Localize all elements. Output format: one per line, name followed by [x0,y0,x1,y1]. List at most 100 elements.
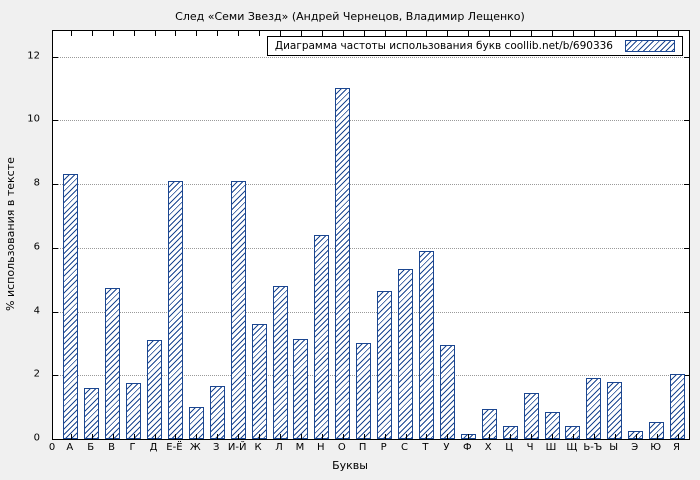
x-tick-mark [217,434,219,439]
x-tick-mark [468,434,470,439]
bar [293,338,309,439]
bar [565,426,581,439]
x-tick-label: Б [87,442,95,453]
x-tick-label: У [443,442,450,453]
x-tick-label: Я [673,442,680,453]
x-tick-label: С [401,442,408,453]
bar [481,408,497,439]
bar [649,421,665,439]
bar [544,411,560,439]
x-tick-mark [154,434,156,439]
x-tick-label: Ю [650,442,661,453]
x-tick-mark [531,31,532,36]
gridline [53,56,689,58]
y-tick-label: 10 [27,113,40,125]
x-tick-mark [321,31,323,36]
y-tick-mark [53,120,58,122]
y-tick-mark [684,375,689,377]
y-tick-mark [53,375,58,377]
gridline [53,184,689,185]
x-tick-mark [280,434,281,439]
x-tick-mark [70,434,72,439]
y-tick-label: 4 [33,305,40,316]
y-tick-mark [53,184,58,185]
x-tick-mark [447,434,449,439]
x-tick-mark [572,31,574,36]
x-tick-mark [384,434,386,439]
legend-swatch-icon [625,40,675,52]
x-tick-mark [447,31,449,36]
y-tick-mark [684,439,689,440]
bar [230,180,246,439]
x-tick-mark [510,31,512,36]
x-tick-mark [91,31,93,36]
x-tick-label: З [212,442,220,453]
x-tick-mark [614,31,616,36]
x-tick-mark [342,31,344,36]
x-tick-label: Х [484,442,492,453]
bar [607,381,623,439]
x-tick-label: Е-Ё [166,442,183,453]
bar [586,378,602,439]
gridline [53,311,689,313]
y-tick-label: 6 [33,241,40,253]
x-axis-title: Буквы [332,459,368,472]
x-tick-label: Ф [462,442,472,453]
x-tick-mark [677,434,679,439]
plot-area: Диаграмма частоты использования букв coo… [52,30,690,440]
y-tick-label: 8 [33,177,40,189]
bar [84,388,100,439]
y-tick-label: 2 [33,368,40,380]
y-tick-mark [53,439,58,440]
chart-title: След «Семи Звезд» (Андрей Чернецов, Влад… [175,10,525,23]
x-tick-label: Н [317,442,325,453]
x-tick-mark [238,434,240,439]
x-tick-mark [217,31,219,36]
x-tick-mark [656,434,658,439]
x-tick-label: В [108,442,116,453]
x-tick-mark [91,434,93,439]
x-tick-label: К [254,442,262,453]
x-tick-label: Л [275,442,283,453]
x-tick-label: Т [422,442,429,453]
x-tick-label: Р [380,442,387,453]
bar [272,286,288,439]
x-tick-mark [259,434,261,439]
x-tick-mark [363,31,365,36]
x-tick-mark [70,31,72,36]
x-tick-mark [468,31,470,36]
x-origin-label: 0 [48,442,56,453]
x-tick-mark [384,31,386,36]
bar [167,180,183,439]
x-tick-mark [635,31,637,36]
x-tick-mark [552,31,553,36]
x-tick-label: А [66,442,74,453]
legend-label: Диаграмма частоты использования букв coo… [274,40,613,52]
y-tick-label: 0 [33,432,40,444]
x-tick-mark [510,434,512,439]
bar [523,392,539,439]
bar [314,235,330,439]
x-tick-mark [300,434,302,439]
bar [439,345,455,439]
bar [188,407,204,439]
y-axis-tick-labels: 0 2 4 6 8 10 12 [0,30,46,444]
x-tick-mark [489,31,491,36]
x-axis-tick-labels: А Б В Г Д Е-Ё Ж З И-Й К Л М Н О П Р С Т У Ф Х Ц Ч Ш Щ Ь-Ъ Ы Э Ю Я 0 [48,442,688,456]
x-tick-mark [196,434,198,439]
x-tick-mark [426,31,428,36]
x-tick-mark [112,434,114,439]
y-tick-mark [53,311,58,313]
x-tick-mark [593,434,595,439]
legend: Диаграмма частоты использования букв coo… [266,36,683,56]
x-tick-mark [489,434,491,439]
x-tick-mark [280,31,281,36]
x-tick-mark [363,434,365,439]
bar [209,386,225,439]
x-tick-label: П [358,442,367,453]
x-tick-mark [426,434,428,439]
x-tick-mark [593,31,595,36]
x-tick-mark [572,434,574,439]
x-tick-mark [112,31,114,36]
